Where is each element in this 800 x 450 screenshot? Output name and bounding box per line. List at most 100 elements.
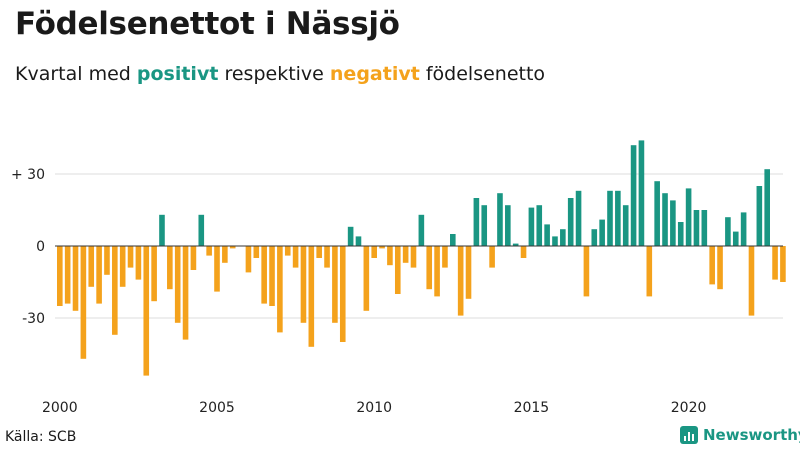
- bar-negative: [104, 246, 110, 275]
- bar-negative: [292, 246, 299, 268]
- bar-positive: [347, 226, 354, 246]
- bar-positive: [725, 217, 731, 246]
- bar-negative: [135, 246, 142, 280]
- bar-negative: [465, 246, 472, 299]
- bar-positive: [670, 200, 676, 246]
- bar-positive: [473, 198, 480, 246]
- bar-negative: [269, 246, 275, 306]
- bar-negative: [119, 246, 126, 287]
- bar-negative: [245, 246, 252, 273]
- bar-positive: [198, 214, 205, 246]
- bar-negative: [394, 246, 401, 294]
- bar-positive: [622, 205, 629, 246]
- bar-negative: [64, 246, 71, 304]
- bar-negative: [277, 246, 283, 333]
- bar-negative: [442, 246, 448, 268]
- bar-negative: [253, 246, 260, 258]
- bar-positive: [481, 205, 488, 246]
- bar-negative: [717, 246, 723, 290]
- bar-positive: [552, 236, 558, 246]
- chart-subtitle: Kvartal med positivt respektive negativt…: [15, 63, 545, 85]
- bar-positive: [536, 205, 543, 246]
- bar-positive: [740, 212, 747, 246]
- bar-negative: [80, 246, 87, 359]
- bar-positive: [560, 229, 566, 246]
- bar-negative: [174, 246, 181, 323]
- bar-negative: [363, 246, 370, 311]
- bar-positive: [701, 210, 708, 246]
- x-tick-label: 2010: [356, 400, 392, 416]
- bar-positive: [638, 140, 645, 246]
- bar-negative: [772, 246, 778, 280]
- brand-name: Newsworthy: [703, 426, 800, 444]
- bar-negative: [57, 246, 63, 306]
- y-tick-label: 0: [36, 239, 45, 255]
- subtitle-middle: respektive: [218, 63, 330, 85]
- subtitle-prefix: Kvartal med: [15, 63, 137, 85]
- x-tick-label: 2005: [199, 400, 235, 416]
- bar-negative: [434, 246, 440, 297]
- bar-negative: [284, 246, 291, 256]
- bar-positive: [418, 214, 425, 246]
- bar-positive: [544, 224, 550, 246]
- bar-negative: [339, 246, 346, 342]
- bar-negative: [646, 246, 653, 297]
- bar-negative: [300, 246, 307, 323]
- bar-positive: [732, 231, 739, 246]
- bar-positive: [654, 181, 660, 246]
- x-tick-label: 2000: [42, 400, 78, 416]
- bar-positive: [591, 229, 598, 246]
- bar-negative: [182, 246, 189, 340]
- bar-negative: [72, 246, 79, 311]
- bar-negative: [583, 246, 590, 297]
- bar-negative: [324, 246, 330, 268]
- bar-positive: [450, 234, 456, 246]
- y-tick-label: + 30: [11, 167, 45, 183]
- bar-negative: [780, 246, 786, 282]
- chart-title: Födelsenettot i Nässjö: [15, 6, 400, 42]
- bar-negative: [709, 246, 715, 285]
- bar-negative: [222, 246, 228, 263]
- bar-negative: [127, 246, 134, 268]
- bar-positive: [677, 222, 684, 246]
- bar-negative: [214, 246, 220, 292]
- bar-positive: [497, 193, 503, 246]
- subtitle-negative-word: negativt: [329, 63, 420, 85]
- bar-negative: [206, 246, 212, 256]
- bar-negative: [371, 246, 377, 258]
- bar-negative: [167, 246, 173, 290]
- bar-negative: [426, 246, 433, 290]
- bar-negative: [151, 246, 157, 302]
- bar-negative: [261, 246, 267, 304]
- bar-negative: [316, 246, 322, 258]
- bar-positive: [575, 190, 582, 246]
- bar-negative: [112, 246, 118, 335]
- bar-positive: [159, 214, 165, 246]
- bar-positive: [756, 186, 763, 246]
- brand-logo: Newsworthy: [680, 426, 800, 444]
- bar-negative: [88, 246, 95, 287]
- subtitle-positive-word: positivt: [136, 63, 219, 85]
- bar-negative: [229, 246, 236, 249]
- source-note: Källa: SCB: [5, 429, 77, 445]
- bar-positive: [615, 190, 621, 246]
- bar-negative: [332, 246, 338, 323]
- bar-positive: [764, 169, 770, 246]
- bar-negative: [489, 246, 495, 268]
- bar-negative: [190, 246, 197, 270]
- bar-positive: [599, 219, 605, 246]
- bar-negative: [748, 246, 755, 316]
- bar-negative: [410, 246, 417, 268]
- bar-negative: [457, 246, 464, 316]
- bar-positive: [528, 207, 535, 246]
- y-tick-label: -30: [22, 311, 45, 327]
- bar-positive: [607, 190, 613, 246]
- bar-positive: [355, 236, 362, 246]
- bar-positive: [567, 198, 574, 246]
- bar-positive: [505, 205, 511, 246]
- bar-negative: [520, 246, 527, 258]
- bar-positive: [693, 210, 700, 246]
- bar-chart-icon: [680, 426, 698, 444]
- bar-negative: [387, 246, 393, 266]
